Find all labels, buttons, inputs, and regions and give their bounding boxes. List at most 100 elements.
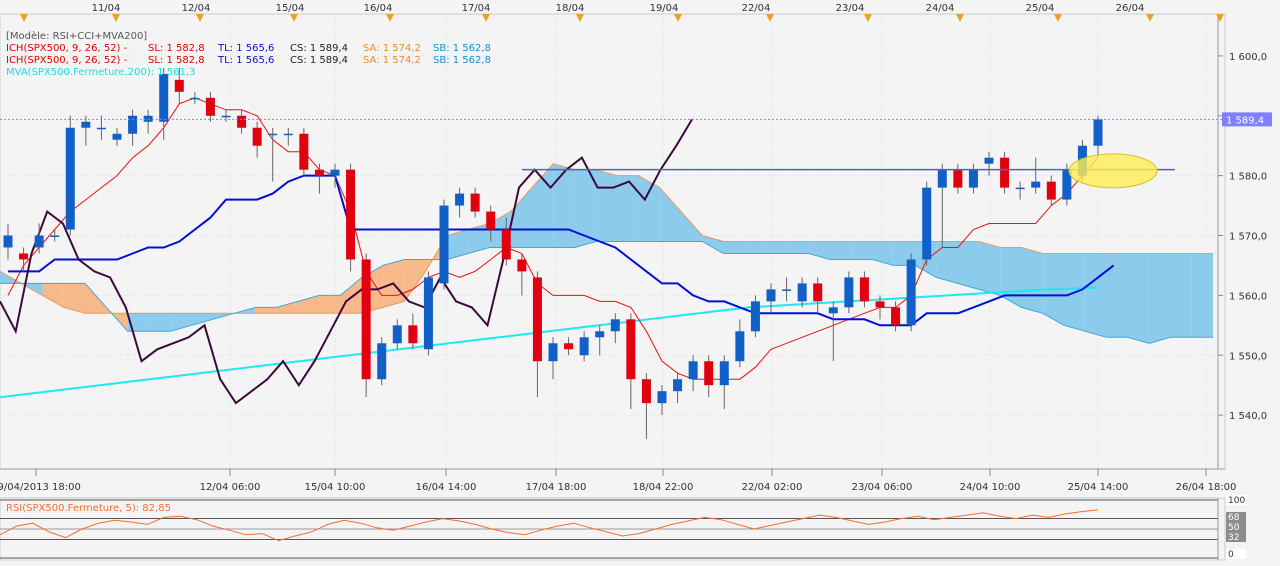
candle [252, 121, 262, 158]
y-tick-label: 1 570,0 [1229, 232, 1267, 243]
candle-body [330, 169, 340, 176]
kumo-segment-bullish [744, 241, 767, 254]
rsi-scale-bg [1226, 532, 1246, 542]
candle-body [346, 169, 356, 260]
candle [408, 313, 418, 350]
candle [532, 271, 542, 398]
candle-body [735, 331, 745, 362]
candle-body [688, 361, 698, 380]
x-tick-label: 16/04 14:00 [416, 482, 477, 493]
candle [548, 337, 558, 380]
candle-body [392, 325, 402, 344]
candle [859, 271, 869, 308]
legend-cs: CS: 1 589,4 [290, 55, 348, 66]
kumo-segment-bullish [829, 241, 852, 260]
candle [314, 163, 324, 194]
overlay [0, 118, 1222, 189]
candle [1000, 151, 1010, 194]
rsi-scale-label: 32 [1228, 533, 1239, 543]
kumo-segment-bullish [872, 241, 894, 266]
rsi-scale-label: 68 [1228, 513, 1240, 523]
candle-body [517, 259, 527, 272]
rsi-label: RSI(SPX500.Fermeture, 5): 82,85 [6, 503, 171, 514]
candle-body [953, 169, 963, 188]
candle [3, 223, 13, 260]
kumo-segment-bullish [1106, 253, 1128, 338]
candle-body [1031, 181, 1041, 188]
x-tick-label: 12/04 06:00 [200, 482, 261, 493]
candle-body [984, 157, 994, 164]
candle [143, 109, 153, 134]
candle [423, 271, 433, 356]
candle-body [1062, 169, 1072, 200]
candle [657, 385, 667, 416]
candle-body [143, 115, 153, 122]
candle [1031, 157, 1041, 194]
candle-body [237, 115, 247, 128]
candle [953, 163, 963, 194]
candle [673, 373, 683, 404]
y-tick-label: 1 600,0 [1229, 52, 1267, 63]
candle-body [34, 235, 44, 248]
candle-body [299, 133, 309, 170]
legend-cs: CS: 1 589,4 [290, 43, 348, 54]
candle-body [548, 343, 558, 362]
kumo-segment-bullish [191, 313, 213, 326]
top-date-label: 26/04 [1116, 3, 1145, 14]
candle-body [906, 259, 916, 326]
candle [704, 355, 714, 398]
kumo-segment-bullish [148, 313, 171, 332]
candle-body [922, 187, 932, 260]
kumo-segment-bullish [446, 229, 469, 260]
top-date-label: 18/04 [556, 3, 585, 14]
candle [922, 181, 932, 266]
kumo-segment-bullish [638, 175, 660, 242]
kumo-segment-bullish [766, 241, 788, 254]
candle-body [470, 193, 480, 212]
highlight-ellipse[interactable] [1068, 153, 1158, 189]
kumo-segment-bullish [574, 169, 596, 248]
kumo-segment-bearish [340, 277, 362, 314]
rsi-scale-bg [1226, 522, 1246, 532]
session-marker [1216, 14, 1224, 22]
session-marker [196, 14, 204, 22]
candle-body [579, 337, 589, 356]
top-date-label: 15/04 [276, 3, 305, 14]
kumo-segment-bullish [893, 241, 916, 266]
kumo-segment-bullish [680, 211, 703, 242]
session-marker [864, 14, 872, 22]
candle [65, 115, 75, 236]
kumo-segment-bearish [42, 283, 64, 308]
mva-label: MVA(SPX500.Fermeture,200): 1 561,3 [6, 67, 195, 78]
candle-body [891, 307, 901, 326]
kumo-segment-bullish [851, 241, 873, 260]
candle [813, 277, 823, 314]
candle [283, 127, 293, 146]
kumo-segment-bullish [127, 313, 149, 332]
candle-body [610, 319, 620, 332]
candle-body [750, 301, 760, 332]
candle [968, 163, 978, 194]
candle [455, 187, 465, 218]
top-date-label: 22/04 [742, 3, 771, 14]
legend-tl: TL: 1 565,6 [217, 43, 274, 54]
candle [844, 271, 854, 314]
kumo-segment-bullish [468, 223, 490, 254]
session-marker [1146, 14, 1154, 22]
candle [1015, 181, 1025, 200]
candle [50, 229, 60, 242]
candle [828, 301, 838, 362]
candle [564, 337, 574, 356]
candle-body [205, 97, 215, 116]
rsi-scale-bg [1226, 549, 1246, 559]
candle-body [564, 343, 574, 350]
candle [34, 223, 44, 254]
x-tick-label: 22/04 02:00 [742, 482, 803, 493]
candle-body [1046, 181, 1056, 200]
candle [906, 253, 916, 332]
candle [517, 253, 527, 296]
candle-body [221, 115, 231, 118]
rsi-scale-label: 50 [1228, 523, 1240, 533]
candle-body [50, 235, 60, 238]
